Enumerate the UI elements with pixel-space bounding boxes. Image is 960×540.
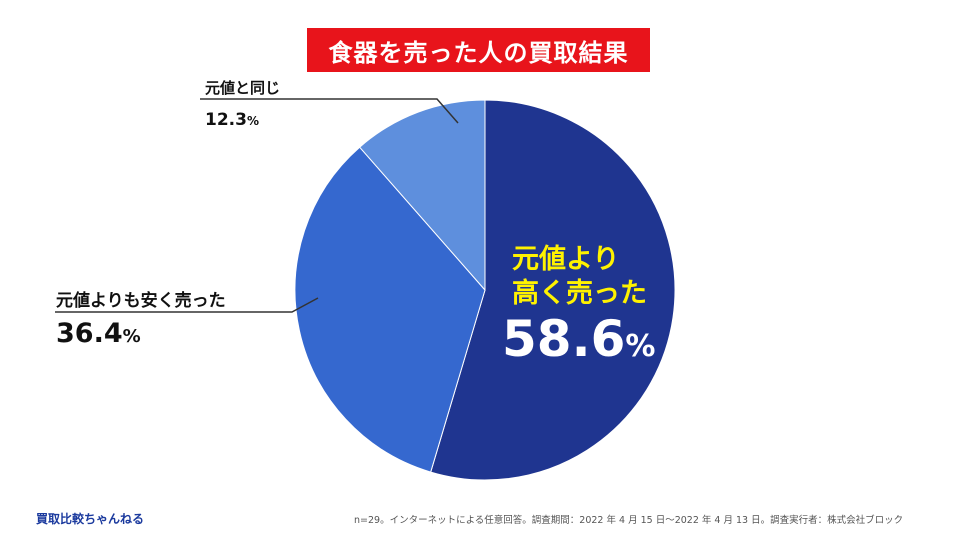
value-cheaper-number: 36.4	[56, 318, 123, 349]
value-same-number: 12.3	[205, 110, 247, 130]
value-higher-sign: %	[625, 329, 656, 364]
value-cheaper-sign: %	[122, 326, 141, 347]
brand-name: 買取比較ちゃんねる	[36, 512, 145, 526]
label-higher-line1: 元値より	[512, 244, 620, 275]
label-cheaper: 元値よりも安く売った	[56, 291, 226, 311]
pie-slice-higher	[430, 99, 676, 481]
value-higher: 58.6%	[502, 310, 655, 368]
value-higher-number: 58.6	[502, 310, 626, 368]
value-same-sign: %	[246, 114, 259, 128]
pie-slice-same	[358, 99, 486, 292]
label-higher-line2: 高く売った	[512, 278, 647, 309]
leader-line-cheaper	[55, 297, 319, 313]
value-same: 12.3%	[205, 110, 259, 130]
label-same: 元値と同じ	[205, 79, 281, 97]
pie-slice-cheaper	[294, 146, 486, 473]
label-higher: 元値より 高く売った	[512, 243, 647, 311]
value-cheaper: 36.4%	[56, 318, 141, 349]
survey-footnote: n=29。インターネットによる任意回答。調査期間：2022 年 4 月 15 日…	[354, 515, 904, 526]
leader-line-same	[200, 98, 459, 124]
chart-title: 食器を売った人の買取結果	[307, 28, 650, 72]
